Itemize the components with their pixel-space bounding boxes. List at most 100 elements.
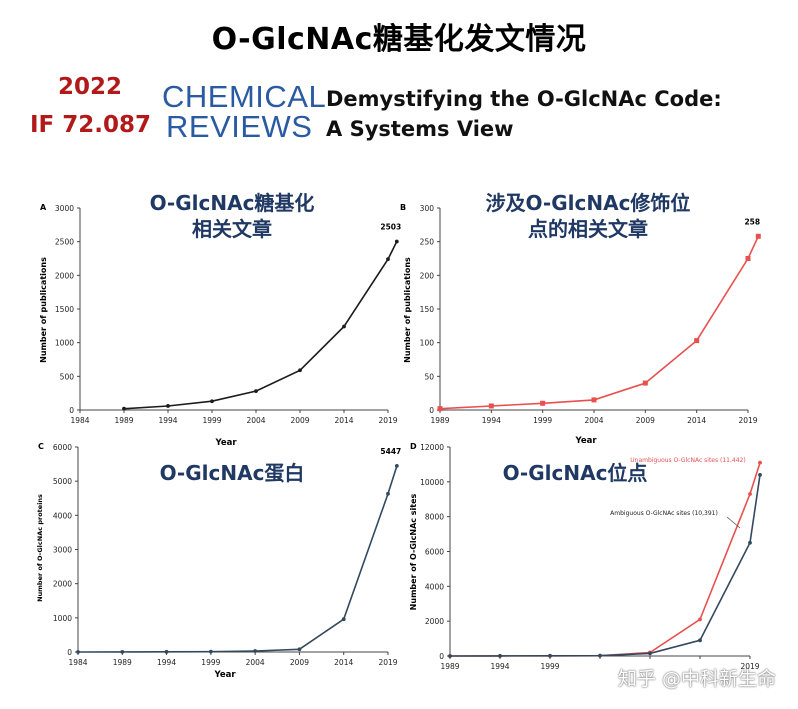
series-label-ambiguous: Ambiguous O-GlcNAc sites (10,391) (610, 510, 718, 517)
series-line-b-0 (439, 235, 760, 410)
overlay-title-a: O-GlcNAc糖基化 (150, 191, 315, 215)
series-label-unambiguous: Unambiguous O-GlcNAc sites (11,442) (630, 457, 745, 464)
y-axis-label-c: Number of O-GlcNAc proteins (36, 494, 44, 602)
y-axis-label-d: Number of O-GlcNAc sites (409, 493, 418, 610)
paper-title-line2: A Systems View (326, 117, 514, 141)
y-tick-label-c: 4000 (53, 511, 72, 520)
data-label-c: 5447 (380, 447, 401, 456)
data-point-a (394, 239, 399, 244)
journal-logo-line1: CHEMICAL (162, 79, 327, 114)
data-point-d (748, 540, 752, 545)
x-tick-label-c: 2014 (334, 658, 353, 667)
x-tick-label-b: 2014 (687, 416, 706, 425)
x-tick-label-a: 2014 (334, 416, 353, 425)
data-point-b (540, 400, 546, 406)
x-tick-label-c: 1989 (113, 658, 132, 667)
series-label-leader (726, 516, 741, 529)
x-tick-label-d: 1999 (540, 662, 559, 671)
x-tick-label-c: 2009 (290, 658, 309, 667)
y-tick-label-b: 50 (424, 372, 434, 381)
y-tick-label-d: 6000 (425, 548, 444, 557)
journal-logo-line2: REVIEWS (166, 109, 313, 144)
data-point-d (758, 472, 762, 477)
panel-letter-d: D (410, 442, 417, 451)
panel-letter-a: A (40, 203, 47, 212)
y-tick-label-c: 0 (67, 648, 72, 657)
series-line-c-0 (77, 465, 398, 653)
y-tick-label-b: 200 (420, 271, 435, 280)
x-tick-label-d: 1989 (440, 662, 459, 671)
x-tick-label-b: 1994 (482, 416, 501, 425)
y-tick-label-d: 2000 (425, 617, 444, 626)
overlay-title-b: 涉及O-GlcNAc修饰位 (486, 191, 691, 215)
overlay-title-b: 点的相关文章 (528, 217, 648, 241)
data-point-c (297, 647, 302, 652)
x-tick-label-b: 1999 (533, 416, 552, 425)
data-point-a (122, 406, 126, 411)
y-tick-label-c: 1000 (53, 614, 72, 623)
data-point-d (758, 460, 762, 465)
data-point-c (208, 649, 213, 654)
x-tick-label-c: 1994 (157, 658, 176, 667)
data-point-c (164, 649, 169, 654)
series-line-d-0 (449, 462, 761, 657)
x-axis-label-b: Year (574, 436, 597, 446)
data-point-a (386, 257, 390, 262)
data-point-d (698, 617, 702, 622)
data-point-d (698, 638, 702, 643)
series-line-d-1 (449, 474, 761, 657)
data-point-c (76, 650, 80, 654)
y-tick-label-c: 3000 (53, 546, 72, 555)
data-label-b: 258 (744, 217, 760, 226)
data-point-c (120, 650, 125, 654)
y-tick-label-c: 5000 (53, 477, 72, 486)
y-tick-label-a: 1500 (55, 305, 74, 314)
data-point-b (437, 406, 443, 412)
data-point-c (394, 463, 399, 468)
y-tick-label-a: 1000 (55, 339, 74, 348)
y-tick-label-c: 6000 (53, 443, 72, 452)
y-tick-label-a: 2500 (55, 238, 74, 247)
x-tick-label-c: 1984 (68, 658, 87, 667)
y-tick-label-d: 4000 (425, 582, 444, 591)
data-point-d (448, 654, 452, 658)
overlay-title-d: O-GlcNAc位点 (503, 461, 648, 485)
y-tick-label-d: 12000 (420, 443, 444, 452)
y-tick-label-d: 8000 (425, 513, 444, 522)
main-title: O-GlcNAc糖基化发文情况 (211, 22, 587, 57)
data-point-a (166, 404, 170, 408)
watermark: 知乎 @中科新生命 (617, 668, 776, 690)
data-point-c (253, 649, 258, 653)
x-tick-label-c: 1999 (201, 658, 220, 667)
y-tick-label-b: 0 (429, 406, 434, 415)
y-tick-label-b: 100 (420, 339, 435, 348)
y-tick-label-a: 3000 (55, 204, 74, 213)
overlay-title-a: 相关文章 (192, 217, 272, 241)
data-label-a: 2503 (380, 222, 401, 231)
x-tick-label-d: 1994 (490, 662, 509, 671)
x-tick-label-b: 2019 (738, 416, 757, 425)
y-axis-label-b: Number of publications (403, 257, 412, 363)
panel-letter-b: B (400, 203, 406, 212)
data-point-b (591, 397, 597, 403)
journal-year: 2022 (58, 74, 123, 100)
x-tick-label-a: 2009 (290, 416, 309, 425)
data-point-b (745, 256, 751, 261)
data-point-a (342, 324, 346, 329)
data-point-c (386, 491, 390, 496)
paper-title-line1: Demystifying the O-GlcNAc Code: (326, 87, 722, 111)
data-point-a (298, 368, 302, 373)
x-tick-label-d: 2019 (740, 662, 759, 671)
y-tick-label-b: 300 (420, 204, 435, 213)
x-tick-label-a: 2004 (246, 416, 265, 425)
y-tick-label-c: 2000 (53, 580, 72, 589)
data-point-d (648, 651, 652, 656)
overlay-title-c: O-GlcNAc蛋白 (160, 461, 305, 485)
x-tick-label-a: 1984 (70, 416, 89, 425)
series-line-a-0 (123, 241, 398, 410)
x-axis-label-a: Year (214, 438, 237, 448)
y-tick-label-b: 150 (420, 305, 435, 314)
data-point-a (210, 399, 214, 404)
y-tick-label-a: 0 (69, 406, 74, 415)
